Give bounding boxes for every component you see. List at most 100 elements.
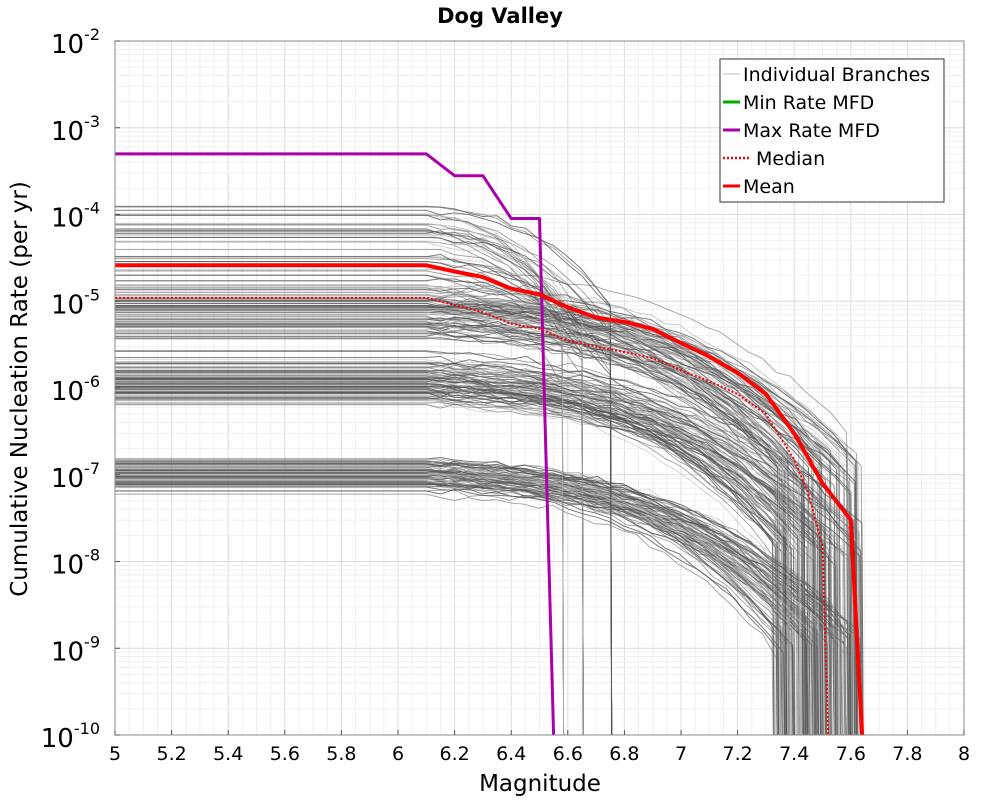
branch-line (115, 463, 817, 736)
branch-line (115, 472, 802, 736)
branch-line (115, 309, 801, 736)
branch-line (115, 489, 847, 736)
branch-line (115, 471, 844, 736)
x-tick-label: 6.8 (609, 743, 639, 765)
branch-line (115, 481, 815, 736)
branch-line (115, 471, 783, 736)
branch-line (115, 471, 810, 736)
series-mean (115, 263, 865, 736)
branch-line (115, 376, 821, 736)
branch-line (115, 470, 850, 736)
branch-line (115, 476, 803, 736)
branch-line (115, 474, 800, 736)
branch-line (115, 261, 613, 736)
branch-line (115, 326, 783, 736)
branch-line (115, 402, 838, 736)
x-tick-label: 8 (958, 743, 970, 765)
y-tick-label: 10-7 (51, 459, 100, 494)
branch-line (115, 469, 819, 736)
legend-items: Individual Branches Min Rate MFD Max Rate … (723, 64, 930, 198)
legend-label: Min Rate MFD (743, 92, 874, 114)
branch-line (115, 386, 778, 736)
branch-line (115, 477, 856, 736)
branch-line (115, 278, 806, 736)
branch-line (115, 473, 807, 736)
branch-line (115, 287, 850, 736)
x-tick-label: 7.6 (836, 743, 866, 765)
branch-line (115, 369, 827, 736)
branch-line (115, 205, 613, 736)
branch-line (115, 363, 864, 736)
series-layer (115, 152, 865, 736)
individual-branches (115, 205, 864, 736)
x-tick-label: 7.2 (722, 743, 752, 765)
branch-line (115, 382, 787, 736)
branch-line (115, 458, 819, 736)
branch-line (115, 468, 835, 736)
branch-line (115, 274, 613, 736)
branch-line (115, 206, 613, 736)
branch-line (115, 471, 819, 736)
branch-line (115, 485, 817, 736)
branch-line (115, 462, 802, 736)
branch-line (115, 332, 852, 736)
branch-line (115, 472, 810, 736)
branch-line (115, 365, 785, 736)
legend-label: Individual Branches (743, 64, 930, 86)
branch-line (115, 390, 824, 736)
legend: Individual Branches Min Rate MFD Max Rate … (719, 58, 945, 203)
branch-line (115, 466, 796, 736)
branch-line (115, 480, 847, 736)
x-tick-label: 7.8 (892, 743, 922, 765)
branch-line (115, 483, 847, 736)
branch-line (115, 385, 791, 736)
y-tick-label: 10-2 (51, 25, 100, 60)
branch-line (115, 284, 850, 736)
branch-line (115, 392, 846, 736)
branch-line (115, 480, 809, 736)
x-axis-label: Magnitude (479, 771, 601, 797)
x-tick-label: 5 (109, 743, 121, 765)
chart-title: Dog Valley (437, 4, 563, 28)
series-median (115, 296, 830, 736)
branch-line (115, 481, 833, 736)
branch-line (115, 308, 789, 736)
branch-line (115, 337, 837, 736)
branch-line (115, 376, 840, 736)
branch-line (115, 294, 859, 736)
branch-line (115, 493, 779, 736)
y-tick-label: 10-5 (51, 285, 100, 320)
branch-line (115, 234, 584, 736)
legend-label: Mean (743, 176, 795, 198)
branch-line (115, 224, 613, 736)
branch-line (115, 472, 797, 736)
branch-line (115, 402, 855, 736)
branch-line (115, 370, 787, 736)
x-tick-label: 6.6 (553, 743, 583, 765)
y-tick-label: 10-3 (51, 112, 100, 147)
y-tick-label: 10-6 (51, 372, 100, 407)
branch-line (115, 365, 817, 736)
y-tick-label: 10-10 (41, 719, 100, 754)
branch-line (115, 379, 791, 736)
x-axis-ticks: 5 5.2 5.4 5.6 5.8 6 6.2 6.4 6.6 6.8 7 7.2 7.4 7.6 7.8 8 (109, 730, 970, 765)
branch-line (115, 474, 808, 736)
branch-line (115, 472, 804, 736)
branch-line (115, 404, 836, 736)
branch-line (115, 486, 780, 736)
branch-line (115, 377, 775, 736)
branch-line (115, 376, 805, 736)
branch-line (115, 223, 584, 736)
y-tick-label: 10-8 (51, 546, 100, 581)
branch-line (115, 483, 795, 736)
branch-line (115, 474, 814, 736)
branch-line (115, 470, 783, 736)
branch-line (115, 388, 863, 736)
branch-line (115, 209, 613, 736)
legend-label: Max Rate MFD (743, 120, 880, 142)
x-tick-label: 5.6 (270, 743, 300, 765)
x-tick-label: 5.2 (156, 743, 186, 765)
branch-line (115, 236, 584, 736)
y-axis-ticks: 10-2 10-3 10-4 10-5 10-6 10-7 10-8 10-9 10-10 (41, 25, 120, 754)
